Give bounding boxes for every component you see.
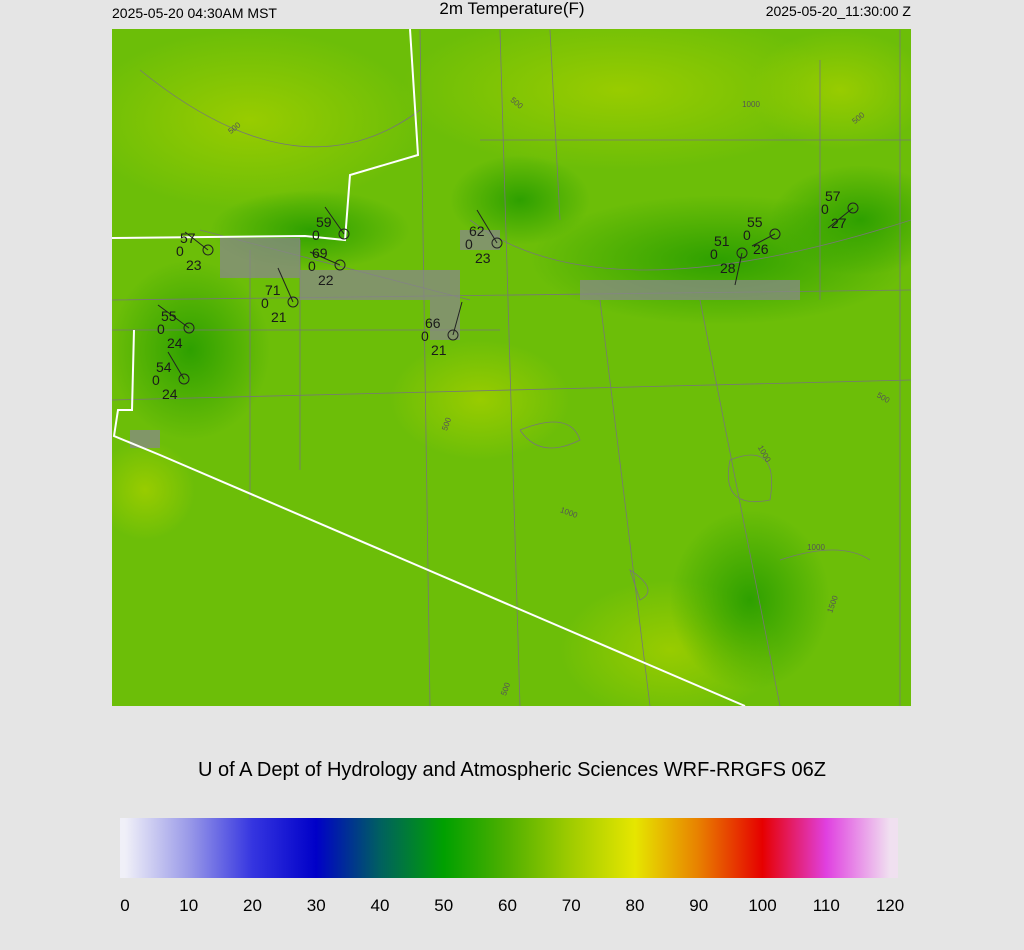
station-temp: 54 <box>156 359 172 375</box>
colorbar <box>120 818 898 878</box>
station-dewpoint: 21 <box>431 342 447 358</box>
colorbar-tick-label: 20 <box>243 896 262 915</box>
valid-time-local: 2025-05-20 04:30AM MST <box>112 5 277 21</box>
station-temp: 62 <box>469 223 485 239</box>
station-dewpoint: 21 <box>271 309 287 325</box>
station-calm: 0 <box>176 243 184 259</box>
wind-barb <box>277 267 294 303</box>
station-temp: 66 <box>425 315 441 331</box>
station-dewpoint: 27 <box>831 215 847 231</box>
station-circle <box>769 228 781 240</box>
station-circle <box>338 228 350 240</box>
station-calm: 0 <box>710 246 718 262</box>
station-circle <box>847 202 859 214</box>
station-calm: 0 <box>821 201 829 217</box>
station-calm: 0 <box>308 258 316 274</box>
station-circle <box>334 259 346 271</box>
colorbar-tick-label: 40 <box>371 896 390 915</box>
colorbar-tick-label: 90 <box>689 896 708 915</box>
wind-barb <box>324 206 345 235</box>
station-circle <box>736 247 748 259</box>
colorbar-tick-label: 30 <box>307 896 326 915</box>
colorbar-tick-label: 60 <box>498 896 517 915</box>
colorbar-tick-label: 120 <box>876 896 904 915</box>
colorbar-tick-label: 80 <box>626 896 645 915</box>
wind-barb <box>476 209 498 244</box>
colorbar-tick-label: 0 <box>120 896 129 915</box>
station-circle <box>287 296 299 308</box>
station-dewpoint: 28 <box>720 260 736 276</box>
station-dewpoint: 24 <box>162 386 178 402</box>
station-dewpoint: 22 <box>318 272 334 288</box>
station-dewpoint: 26 <box>753 241 769 257</box>
station-circle <box>447 329 459 341</box>
station-calm: 0 <box>421 328 429 344</box>
station-calm: 0 <box>312 227 320 243</box>
station-circle <box>202 244 214 256</box>
colorbar-tick-label: 110 <box>813 896 840 915</box>
station-temp: 69 <box>312 245 328 261</box>
wind-barb <box>157 304 190 329</box>
model-credit: U of A Dept of Hydrology and Atmospheric… <box>198 759 826 781</box>
station-dewpoint: 24 <box>167 335 183 351</box>
colorbar-tick-label: 10 <box>179 896 198 915</box>
station-temp: 71 <box>265 282 281 298</box>
colorbar-tick-label: 70 <box>562 896 581 915</box>
station-calm: 0 <box>152 372 160 388</box>
map-title: 2m Temperature(F) <box>439 0 584 18</box>
colorbar-ticks: 0 10 20 30 40 50 60 70 80 90 100 110 120 <box>120 896 904 915</box>
station-dewpoint: 23 <box>475 250 491 266</box>
contour-label: 500 <box>499 681 512 697</box>
station-temp: 55 <box>161 308 177 324</box>
wind-barb <box>452 301 463 336</box>
contour-label: 500 <box>440 416 453 432</box>
station-temp: 57 <box>180 230 196 246</box>
map-area <box>112 29 911 706</box>
colorbar-tick-label: 100 <box>748 896 776 915</box>
contour-label: 1000 <box>807 543 825 552</box>
station-circle <box>183 322 195 334</box>
station-calm: 0 <box>465 236 473 252</box>
station-calm: 0 <box>157 321 165 337</box>
station-circle <box>178 373 190 385</box>
station-circle <box>491 237 503 249</box>
station-temp: 59 <box>316 214 332 230</box>
station-temp: 55 <box>747 214 763 230</box>
wind-barb <box>751 233 776 247</box>
station-plots: 5702359069022710216202366021550245402451… <box>152 188 859 402</box>
colorbar-tick-label: 50 <box>434 896 453 915</box>
contour-label: 1000 <box>742 100 760 109</box>
station-calm: 0 <box>261 295 269 311</box>
station-calm: 0 <box>743 227 751 243</box>
station-dewpoint: 23 <box>186 257 202 273</box>
valid-time-utc: 2025-05-20_11:30:00 Z <box>766 3 912 19</box>
station-temp: 57 <box>825 188 841 204</box>
station-temp: 51 <box>714 233 730 249</box>
